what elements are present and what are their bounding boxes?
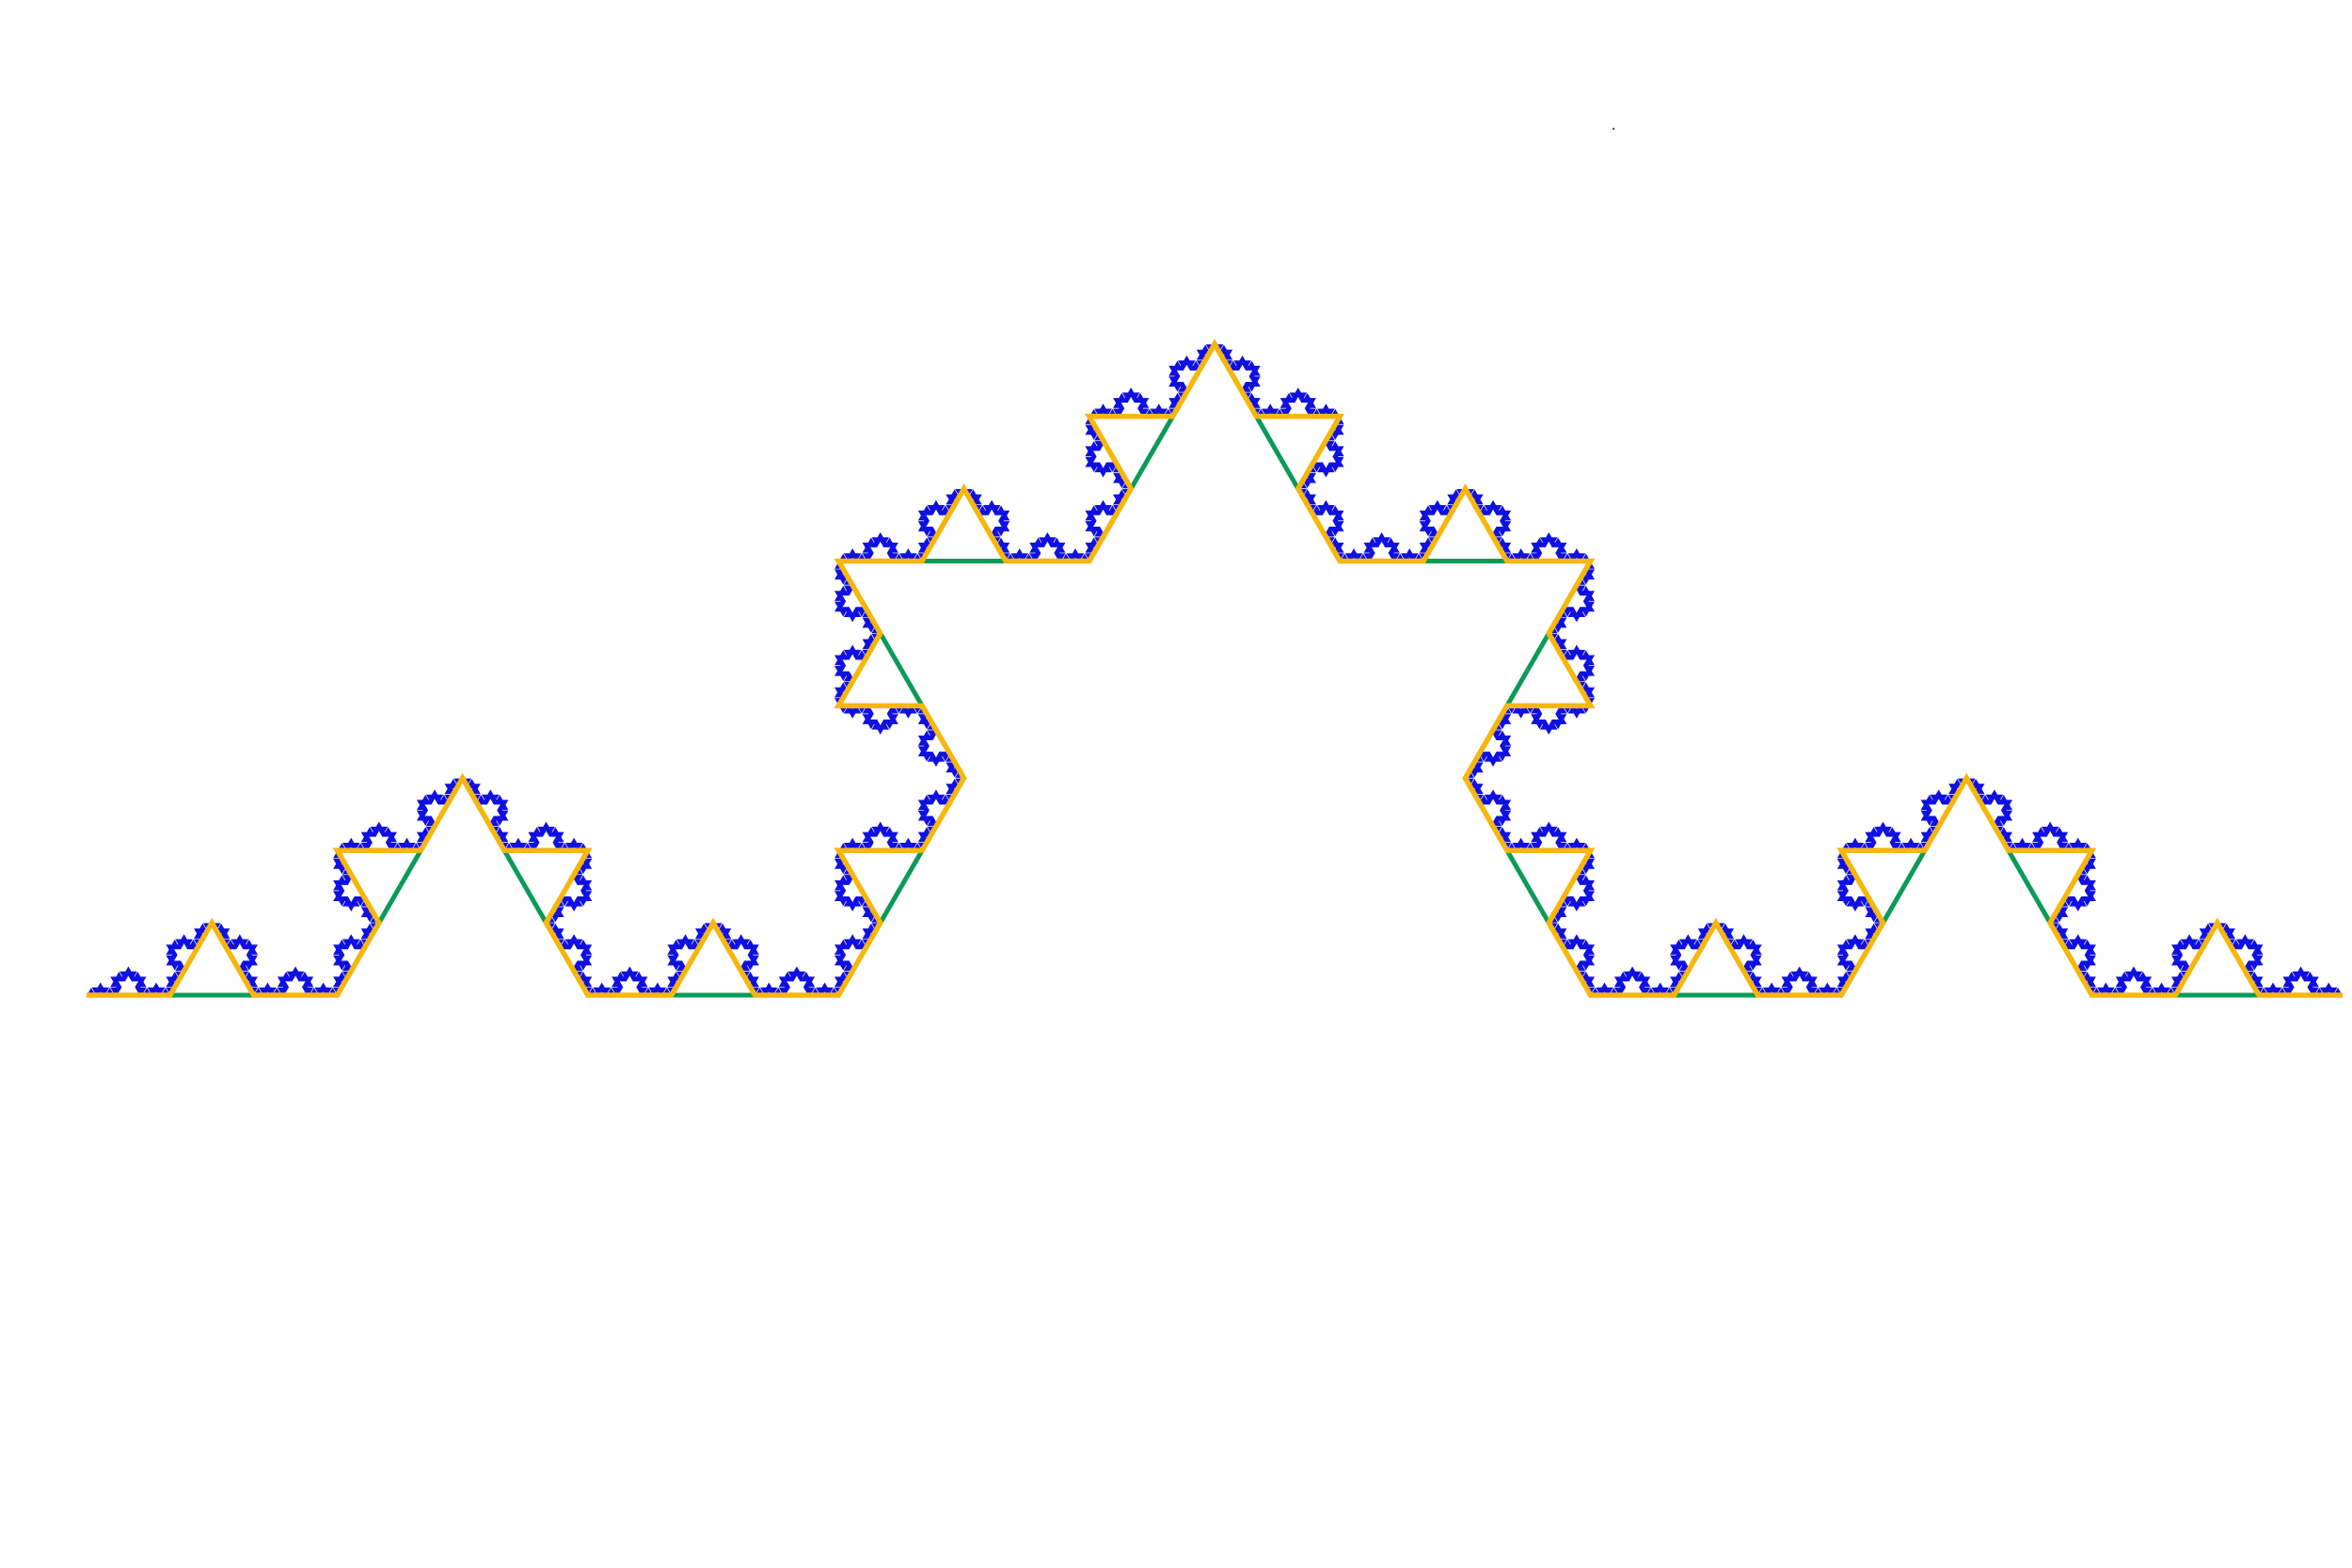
koch-curve-order-2 — [87, 344, 2343, 995]
stray-dot — [1613, 128, 1614, 130]
koch-curve-order-3 — [87, 344, 2343, 995]
koch-curve-order-6 — [87, 344, 2343, 995]
koch-layers — [87, 344, 2343, 995]
